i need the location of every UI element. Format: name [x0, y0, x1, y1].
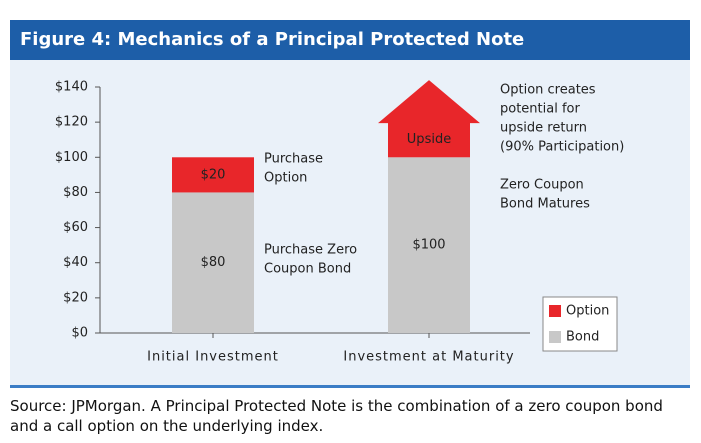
value-label: $20	[201, 167, 226, 182]
y-tick-label: $120	[55, 115, 88, 130]
legend-swatch	[549, 305, 561, 317]
x-tick-label: Initial Investment	[147, 350, 279, 365]
y-tick-label: $80	[63, 185, 88, 200]
bar-segment	[388, 122, 470, 158]
bar-segment	[388, 157, 470, 333]
upside-arrowhead	[378, 80, 480, 124]
x-tick-label: Investment at Maturity	[343, 350, 514, 365]
bar-segment	[172, 192, 254, 333]
y-tick-label: $100	[55, 150, 88, 165]
y-tick-label: $60	[63, 220, 88, 235]
annotation: Option creates	[500, 83, 596, 98]
legend-label: Bond	[566, 330, 599, 345]
upside-label: Upside	[407, 132, 451, 147]
annotation: Bond Matures	[500, 197, 590, 212]
annotation: Coupon Bond	[264, 262, 351, 277]
annotation: Zero Coupon	[500, 178, 584, 193]
value-label: $80	[201, 255, 226, 270]
y-tick-label: $40	[63, 255, 88, 270]
annotation: Purchase	[264, 152, 323, 167]
chart-title: Figure 4: Mechanics of a Principal Prote…	[10, 20, 690, 60]
legend-swatch	[549, 331, 561, 343]
bar-segment	[172, 157, 254, 193]
source-note: Source: JPMorgan. A Principal Protected …	[10, 397, 663, 435]
annotation: potential for	[500, 102, 580, 117]
value-label: $100	[412, 238, 445, 253]
annotation: Option	[264, 171, 307, 186]
legend-label: Option	[566, 304, 609, 319]
annotation: (90% Participation)	[500, 140, 624, 155]
annotation: upside return	[500, 121, 587, 136]
y-tick-label: $140	[55, 80, 88, 95]
annotation: Purchase Zero	[264, 243, 357, 258]
y-tick-label: $0	[71, 326, 88, 341]
y-tick-label: $20	[63, 290, 88, 305]
